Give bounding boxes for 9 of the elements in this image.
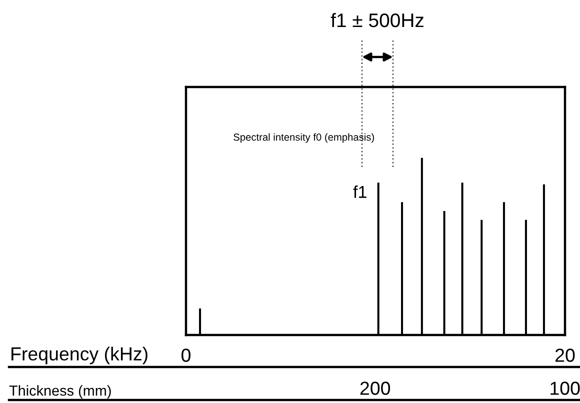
annotation: f1 <box>353 185 366 198</box>
x-tick-label: 0 <box>182 348 190 362</box>
x2-axis-title: Thickness (mm) <box>9 385 111 399</box>
text: f1 ± 500Hz <box>330 12 424 28</box>
x-axis-title: Frequency (kHz) <box>12 346 148 364</box>
x-tick-label: 20 <box>556 348 575 362</box>
text: Spectral intensity f0 (emphasis) <box>234 133 374 143</box>
x2-tick-label: 100 <box>550 382 580 395</box>
x2-tick-label: 200 <box>360 382 390 395</box>
